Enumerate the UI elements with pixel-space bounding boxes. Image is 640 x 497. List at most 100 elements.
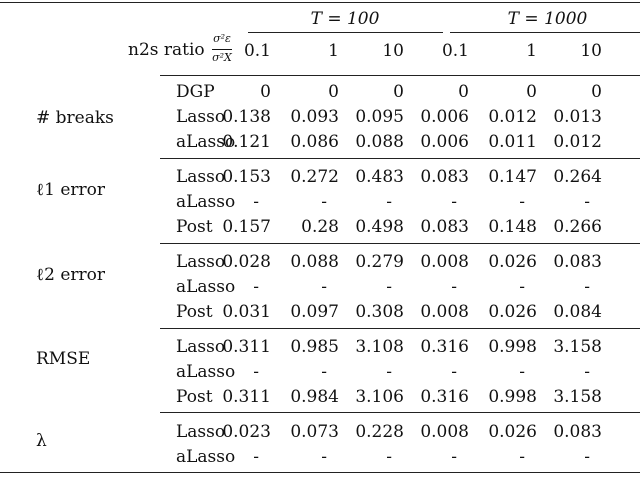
table-cell: 0.138 <box>222 107 271 127</box>
table-cell: 0 <box>393 82 404 102</box>
bottom-rule <box>0 472 640 473</box>
method-label: Lasso <box>176 167 226 187</box>
column-header: 1 <box>328 41 339 61</box>
method-label: Post <box>176 387 213 407</box>
header-rule <box>160 75 640 76</box>
table-cell: 0.097 <box>290 302 339 322</box>
table-cell: 0 <box>458 82 469 102</box>
table-cell: 0.083 <box>553 252 602 272</box>
table-cell: - <box>451 277 457 297</box>
group-label: # breaks <box>36 108 114 128</box>
table-cell: 0.013 <box>553 107 602 127</box>
table-cell: - <box>253 277 259 297</box>
table-cell: 0.008 <box>420 252 469 272</box>
column-header: 1 <box>526 41 537 61</box>
table-cell: 0.121 <box>222 132 271 152</box>
table-cell: 0.498 <box>355 217 404 237</box>
table-cell: - <box>253 447 259 467</box>
footnote-fragment <box>0 484 640 497</box>
table-cell: 0.026 <box>488 302 537 322</box>
table-cell: - <box>584 192 590 212</box>
table-cell: 0.012 <box>488 107 537 127</box>
column-header: 0.1 <box>441 41 469 61</box>
table-cell: 0.084 <box>553 302 602 322</box>
table-cell: 0.093 <box>290 107 339 127</box>
table-cell: 0.998 <box>488 387 537 407</box>
table-cell: - <box>386 277 392 297</box>
table-cell: - <box>321 277 327 297</box>
fraction-bar <box>212 49 232 50</box>
table-cell: - <box>253 192 259 212</box>
table-cell: 0.083 <box>420 217 469 237</box>
method-label: aLasso <box>176 447 236 467</box>
table-cell: 0.026 <box>488 252 537 272</box>
table-cell: 0.153 <box>222 167 271 187</box>
table-cell: 0.083 <box>420 167 469 187</box>
table-cell: 0.008 <box>420 302 469 322</box>
method-label: aLasso <box>176 192 236 212</box>
table-cell: 3.158 <box>553 337 602 357</box>
table-cell: - <box>519 277 525 297</box>
group-label: ℓ2 error <box>36 265 106 285</box>
table-cell: 0.228 <box>355 422 404 442</box>
method-label: aLasso <box>176 132 236 152</box>
table-cell: 0.088 <box>355 132 404 152</box>
table-cell: - <box>519 447 525 467</box>
table-cell: 0.308 <box>355 302 404 322</box>
table-cell: - <box>386 447 392 467</box>
table-cell: - <box>253 362 259 382</box>
table-cell: 0.026 <box>488 422 537 442</box>
method-label: DGP <box>176 82 215 102</box>
table-cell: - <box>386 362 392 382</box>
method-label: Lasso <box>176 337 226 357</box>
header-t100: T = 100 <box>310 9 380 29</box>
table-cell: - <box>321 362 327 382</box>
table-cell: 0.012 <box>553 132 602 152</box>
table-cell: 0 <box>526 82 537 102</box>
group-rule-1 <box>160 158 640 159</box>
group-label: λ <box>36 431 47 451</box>
method-label: Lasso <box>176 422 226 442</box>
column-header: 0.1 <box>243 41 271 61</box>
method-label: Lasso <box>176 252 226 272</box>
table-cell: 0.031 <box>222 302 271 322</box>
group-label: ℓ1 error <box>36 180 106 200</box>
table-cell: 0.279 <box>355 252 404 272</box>
table-cell: 0.006 <box>420 132 469 152</box>
table-cell: 3.158 <box>553 387 602 407</box>
table-cell: 0 <box>260 82 271 102</box>
table-cell: - <box>451 447 457 467</box>
table-cell: 0.985 <box>290 337 339 357</box>
table-cell: 0 <box>328 82 339 102</box>
table-cell: 0.316 <box>420 387 469 407</box>
fraction-denominator: σ²X <box>212 51 232 64</box>
header-t1000: T = 1000 <box>507 9 588 29</box>
table-cell: 0.023 <box>222 422 271 442</box>
table-cell: 0.095 <box>355 107 404 127</box>
table-cell: 0.148 <box>488 217 537 237</box>
table-cell: 0.311 <box>222 387 271 407</box>
table-cell: 0.311 <box>222 337 271 357</box>
table-cell: - <box>519 362 525 382</box>
table-cell: 0.483 <box>355 167 404 187</box>
top-rule <box>0 2 640 3</box>
table-cell: 0.272 <box>290 167 339 187</box>
table-cell: 0.088 <box>290 252 339 272</box>
method-label: Post <box>176 302 213 322</box>
fraction-numerator: σ²ε <box>213 32 231 45</box>
table-cell: 0 <box>591 82 602 102</box>
table-cell: 0.316 <box>420 337 469 357</box>
t100-underline <box>248 32 443 33</box>
table-cell: 0.008 <box>420 422 469 442</box>
table-cell: 0.264 <box>553 167 602 187</box>
table-cell: 0.073 <box>290 422 339 442</box>
column-header: 10 <box>382 41 404 61</box>
method-label: aLasso <box>176 277 236 297</box>
method-label: Post <box>176 217 213 237</box>
table-cell: 0.157 <box>222 217 271 237</box>
table-cell: - <box>321 447 327 467</box>
t1000-underline <box>450 32 640 33</box>
table-cell: 0.006 <box>420 107 469 127</box>
table-cell: 0.147 <box>488 167 537 187</box>
table-cell: - <box>386 192 392 212</box>
